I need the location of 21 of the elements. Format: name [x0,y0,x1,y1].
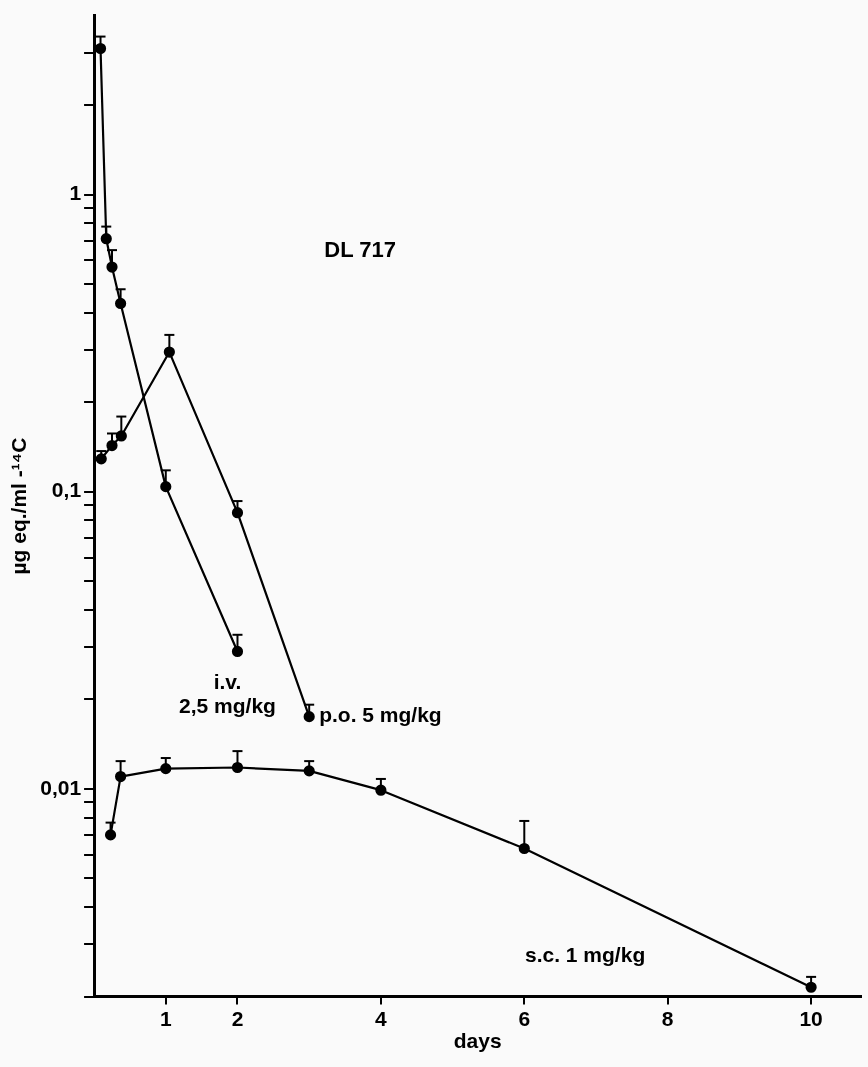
text: DL 717 [324,237,396,263]
y-tick-label: 0,1 [51,478,82,502]
point [115,297,127,310]
x-tick-label: 8 [661,1007,674,1030]
x-tick-label: 4 [375,1007,388,1030]
y-tick-label: 1 [69,181,82,205]
y-axis-title: µg eq./ml -¹⁴C [7,437,31,575]
annotation: p.o. 5 mg/kg [319,703,442,727]
point [231,507,244,519]
x-tick-label: 1 [159,1007,172,1030]
point [231,645,244,658]
annotation: s.c. 1 mg/kg [524,943,646,967]
y-tick-label: 0,01 [40,775,82,799]
x-tick-label: 6 [518,1007,531,1030]
x-axis-title: days [453,1029,502,1053]
point [805,981,817,993]
annotation: i.v. 2,5 mg/kg [179,670,276,718]
point [115,770,127,783]
x-tick-label: 2 [231,1007,244,1030]
point [163,346,175,358]
x-tick-label: 10 [799,1007,823,1030]
